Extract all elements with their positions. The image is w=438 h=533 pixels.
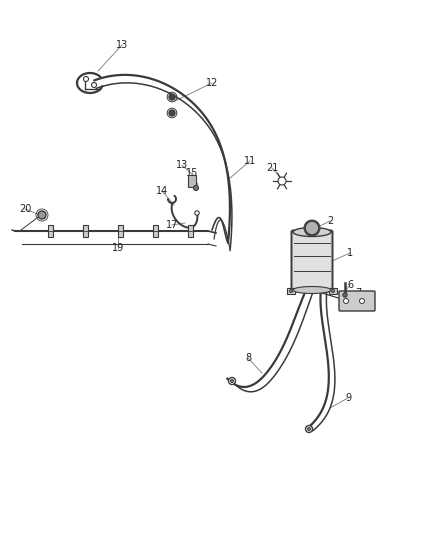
Text: 13: 13 <box>176 160 188 170</box>
Bar <box>117 225 123 237</box>
Circle shape <box>332 289 335 293</box>
Bar <box>287 288 295 294</box>
Circle shape <box>278 177 286 185</box>
Text: 10: 10 <box>302 276 314 286</box>
Circle shape <box>360 298 364 303</box>
Text: 17: 17 <box>166 220 178 230</box>
Text: 11: 11 <box>244 156 256 166</box>
Ellipse shape <box>293 287 331 294</box>
Text: 9: 9 <box>345 393 351 403</box>
FancyBboxPatch shape <box>292 230 332 292</box>
Circle shape <box>305 221 319 235</box>
Circle shape <box>230 379 233 383</box>
Circle shape <box>307 427 311 431</box>
Circle shape <box>305 425 312 432</box>
Circle shape <box>229 377 236 384</box>
Text: 12: 12 <box>206 78 218 88</box>
Text: 1: 1 <box>347 248 353 258</box>
Bar <box>187 225 192 237</box>
Bar <box>47 225 53 237</box>
Bar <box>82 225 88 237</box>
Circle shape <box>38 211 46 219</box>
FancyBboxPatch shape <box>339 291 375 311</box>
Circle shape <box>169 110 175 116</box>
Text: 2: 2 <box>327 216 333 226</box>
Text: 6: 6 <box>347 280 353 290</box>
Circle shape <box>195 211 199 215</box>
Text: 5: 5 <box>363 296 369 306</box>
Circle shape <box>169 94 175 100</box>
Circle shape <box>92 83 96 87</box>
Bar <box>329 288 337 294</box>
Text: 20: 20 <box>19 204 31 214</box>
Circle shape <box>84 77 88 82</box>
Text: 15: 15 <box>186 168 198 178</box>
Text: 19: 19 <box>112 243 124 253</box>
Bar <box>188 175 196 187</box>
Circle shape <box>343 293 347 297</box>
Text: 14: 14 <box>156 186 168 196</box>
Text: 7: 7 <box>355 288 361 298</box>
Text: 8: 8 <box>245 353 251 363</box>
Bar <box>152 225 158 237</box>
Text: 21: 21 <box>266 163 278 173</box>
Circle shape <box>290 289 293 293</box>
Ellipse shape <box>293 228 331 237</box>
Circle shape <box>194 185 198 190</box>
Circle shape <box>343 298 349 303</box>
Text: 13: 13 <box>116 40 128 50</box>
